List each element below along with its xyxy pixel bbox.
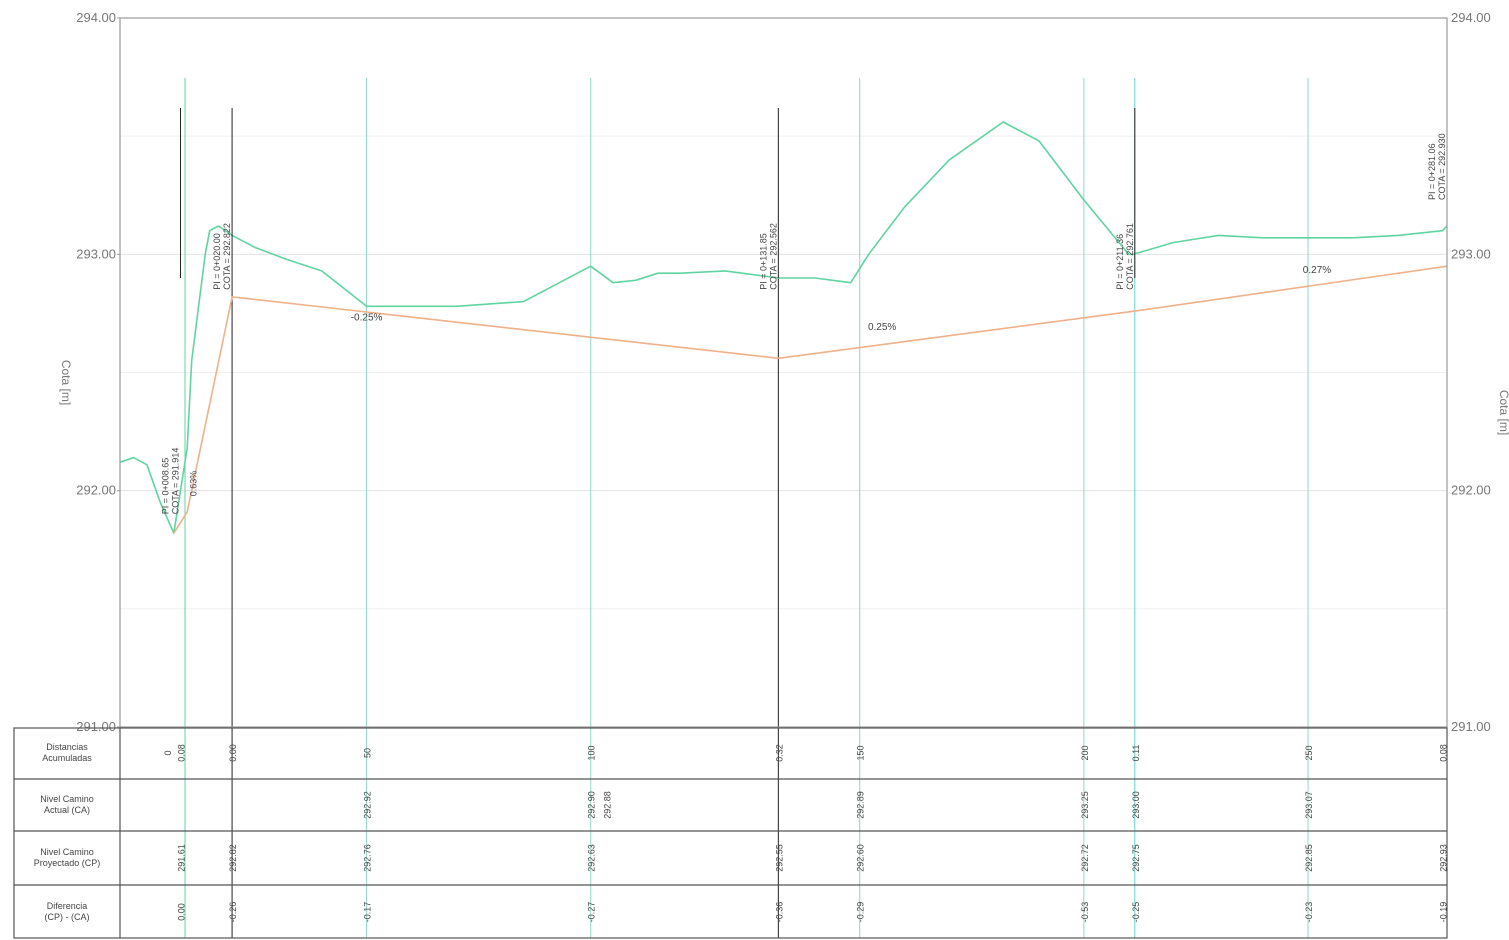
table-cell-diff: -0.36 (774, 902, 784, 923)
table-cell-ca: 293.25 (1080, 791, 1090, 819)
axis-layer: 291.00 291.00 292.00 292.00 293.00 293.00 294.… (59, 10, 1509, 734)
table-cell-cp: 292.72 (1080, 844, 1090, 872)
table-cell-ca: 292.92 (363, 791, 373, 819)
series-layer (119, 121, 1448, 535)
table-row-label: Nivel Camino (40, 847, 94, 857)
table-row-label: Nivel Camino (40, 794, 94, 804)
table-cell-ca: 293.00 (1131, 791, 1141, 819)
pi-layer: PI = 0+008.65 COTA = 291.914 0.63% PI = 0+0… (161, 108, 1448, 515)
pi-label: PI = 0+008.65 (161, 458, 171, 515)
grade-label: -0.25% (351, 313, 383, 324)
proposed-profile-line (173, 265, 1448, 534)
table-cell-cp: 292.60 (856, 844, 866, 872)
table-cell-distancias: 250 (1304, 745, 1314, 760)
y-tick-label-right: 292.00 (1451, 483, 1491, 498)
table-cell-distancias: 150 (856, 745, 866, 760)
table-cell-distancias: 200 (1080, 745, 1090, 760)
table-row-label: (CP) - (CA) (45, 912, 90, 922)
table-cell-diff: -0.53 (1080, 902, 1090, 923)
pi-label: COTA = 292.822 (222, 223, 232, 290)
table-row-label: Proyectado (CP) (34, 858, 101, 868)
table-row-label: Acumuladas (42, 753, 92, 763)
table-cell-cp: 292.55 (774, 844, 784, 872)
table-cell-ca: 292.89 (856, 791, 866, 819)
y-tick-label-right: 293.00 (1451, 246, 1491, 261)
table-cell-diff: -0.23 (1304, 902, 1314, 923)
table-cell-distancias: 0 (163, 750, 173, 755)
table-cell-distancias: 0.32 (774, 744, 784, 762)
table-cell-cp: 291.61 (177, 844, 187, 872)
table-cell-ca: 292.90 (587, 791, 597, 819)
table-cell-distancias: 0.08 (1439, 744, 1449, 762)
pi-label: COTA = 292.761 (1125, 223, 1135, 290)
slope-layer: -0.25% 0.25% 0.27% (351, 265, 1332, 333)
table-cell-cp: 292.82 (228, 844, 238, 872)
table-cell-ca: 293.07 (1304, 791, 1314, 819)
grade-label: 0.27% (1303, 265, 1331, 276)
table-cell-ca: 292.88 (602, 791, 612, 819)
table-cell-diff: -0.17 (363, 902, 373, 923)
table-row-label: Diferencia (47, 901, 88, 911)
table-cell-cp: 292.75 (1131, 844, 1141, 872)
plot-frame (119, 17, 1448, 728)
y-tick-label-left: 294.00 (76, 10, 116, 25)
table-cell-cp: 292.93 (1439, 844, 1449, 872)
pi-label: PI = 0+211.36 (1115, 234, 1125, 290)
table-row-label: Actual (CA) (44, 805, 90, 815)
table-cell-cp: 292.85 (1304, 844, 1314, 872)
y-tick-label-left: 293.00 (76, 246, 116, 261)
pi-label: PI = 0+131.85 (758, 233, 768, 290)
y-tick-label-right: 291.00 (1451, 719, 1491, 734)
table-cell-distancias: 0.00 (228, 744, 238, 762)
guide-layer (184, 78, 1309, 938)
table-cell-diff: -0.27 (587, 902, 597, 923)
table-cell-distancias: 50 (363, 748, 373, 758)
y-tick-label-left: 292.00 (76, 483, 116, 498)
table-cell-cp: 292.63 (587, 844, 597, 872)
y-tick-label-right: 294.00 (1451, 10, 1491, 25)
table-cell-distancias: 0.11 (1131, 745, 1141, 762)
pi-label: COTA = 292.562 (768, 223, 778, 290)
y-axis-label-right: Cota [m] (1497, 390, 1509, 435)
y-tick-label-left: 291.00 (76, 719, 116, 734)
table-cell-diff: 0.00 (177, 903, 187, 921)
pi-label: PI = 0+281.06 (1427, 143, 1437, 200)
table-cell-distancias: 100 (587, 745, 597, 760)
table-cell-diff: -0.25 (1131, 902, 1141, 923)
table-frame (13, 727, 1448, 939)
ground-profile-line (119, 121, 1448, 535)
pi-label: COTA = 291.914 (171, 448, 181, 515)
pi-slope-label: 0.63% (189, 471, 199, 497)
table-cell-distancias: 0.08 (177, 744, 187, 762)
table-cell-diff: -0.29 (856, 902, 866, 923)
table-cell-cp: 292.76 (363, 844, 373, 872)
pi-label: COTA = 292.930 (1437, 133, 1447, 200)
table-row-label: Distancias (46, 742, 88, 752)
y-axis-label-left: Cota [m] (59, 360, 73, 405)
pi-label: PI = 0+020.00 (212, 233, 222, 290)
table-cell-diff: -0.26 (228, 902, 238, 923)
table-cell-diff: -0.19 (1439, 902, 1449, 923)
grade-label: 0.25% (868, 322, 896, 333)
